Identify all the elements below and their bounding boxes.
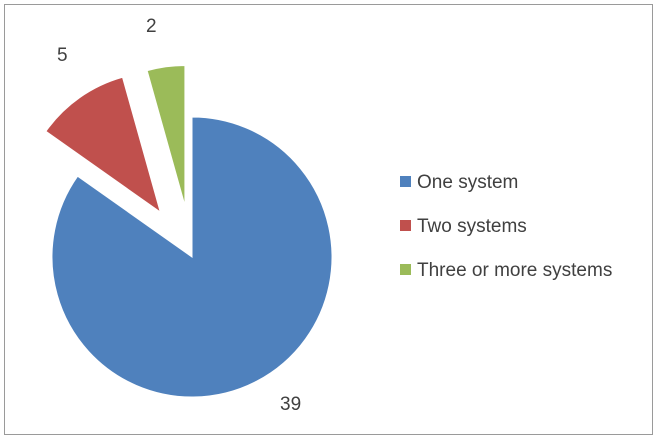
data-label-one-system: 39: [280, 394, 301, 415]
pie-slice-one-system: [51, 116, 333, 398]
pie-slices: [45, 64, 333, 398]
legend-swatch-three-or-more-systems: [400, 264, 411, 275]
pie-slice-two-systems: [45, 76, 162, 214]
data-label-two-systems: 5: [57, 45, 68, 66]
legend-swatch-two-systems: [400, 220, 411, 231]
legend-label-three-or-more-systems: Three or more systems: [417, 260, 612, 281]
legend: One system Two systems Three or more syste…: [400, 172, 612, 281]
pie-slice-three-or-more-systems: [146, 64, 186, 206]
legend-label-one-system: One system: [417, 172, 518, 193]
legend-label-two-systems: Two systems: [417, 216, 527, 237]
data-label-three-or-more-systems: 2: [146, 16, 157, 37]
data-labels: 39 5 2: [57, 16, 301, 415]
legend-swatch-one-system: [400, 176, 411, 187]
